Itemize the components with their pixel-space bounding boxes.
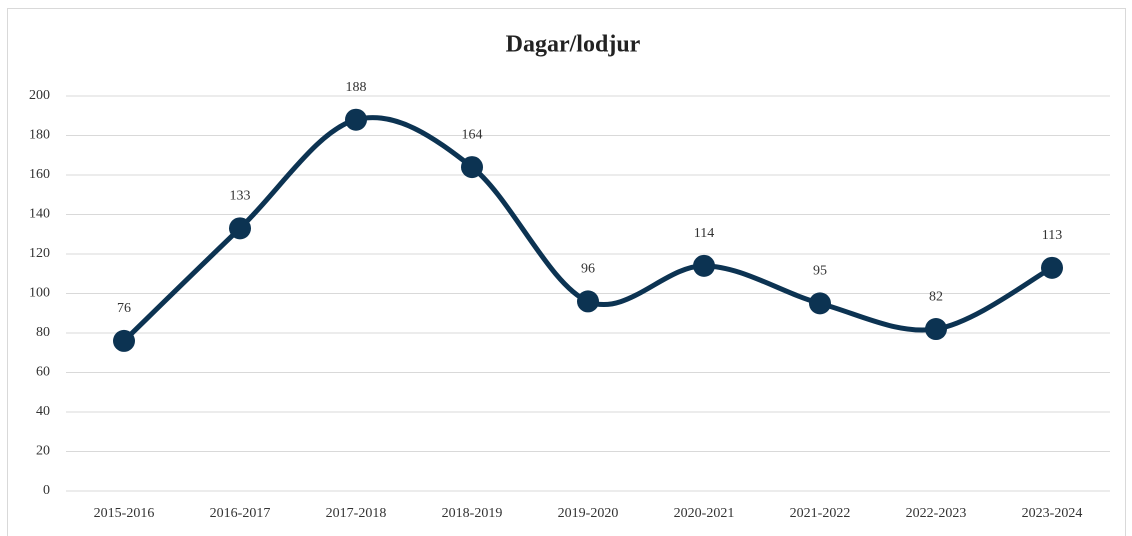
- x-tick-label: 2023-2024: [1022, 506, 1083, 521]
- x-tick-label: 2015-2016: [94, 506, 155, 521]
- y-tick-label: 180: [29, 128, 50, 143]
- y-tick-label: 120: [29, 246, 50, 261]
- data-point: [809, 292, 831, 315]
- y-tick-label: 200: [29, 88, 50, 103]
- x-tick-label: 2021-2022: [790, 506, 851, 521]
- y-tick-label: 40: [36, 404, 50, 419]
- data-label: 113: [1042, 228, 1062, 243]
- x-tick-label: 2019-2020: [558, 506, 619, 521]
- data-point: [1041, 256, 1063, 279]
- data-label: 114: [694, 226, 714, 241]
- data-label: 76: [117, 301, 131, 316]
- data-label: 96: [581, 262, 595, 277]
- data-point: [113, 329, 135, 352]
- y-tick-label: 100: [29, 286, 50, 301]
- y-tick-label: 140: [29, 207, 50, 222]
- x-tick-label: 2020-2021: [674, 506, 735, 521]
- y-tick-label: 0: [43, 483, 50, 498]
- x-tick-label: 2016-2017: [210, 506, 271, 521]
- data-point: [693, 254, 715, 277]
- data-point: [577, 290, 599, 313]
- data-label: 95: [813, 264, 827, 279]
- x-tick-label: 2017-2018: [326, 506, 387, 521]
- x-tick-label: 2022-2023: [906, 506, 967, 521]
- y-tick-label: 160: [29, 167, 50, 182]
- y-tick-label: 60: [36, 365, 50, 380]
- data-label: 164: [462, 127, 483, 142]
- data-label: 188: [346, 80, 367, 95]
- data-point: [229, 217, 251, 240]
- data-point: [461, 156, 483, 179]
- x-tick-label: 2018-2019: [442, 506, 503, 521]
- data-label: 82: [929, 289, 943, 304]
- data-point: [925, 318, 947, 341]
- chart-frame: [7, 8, 1126, 536]
- data-label: 133: [230, 189, 251, 204]
- chart-title: Dagar/lodjur: [506, 32, 641, 58]
- data-point: [345, 108, 367, 131]
- y-tick-label: 80: [36, 325, 50, 340]
- y-tick-label: 20: [36, 444, 50, 459]
